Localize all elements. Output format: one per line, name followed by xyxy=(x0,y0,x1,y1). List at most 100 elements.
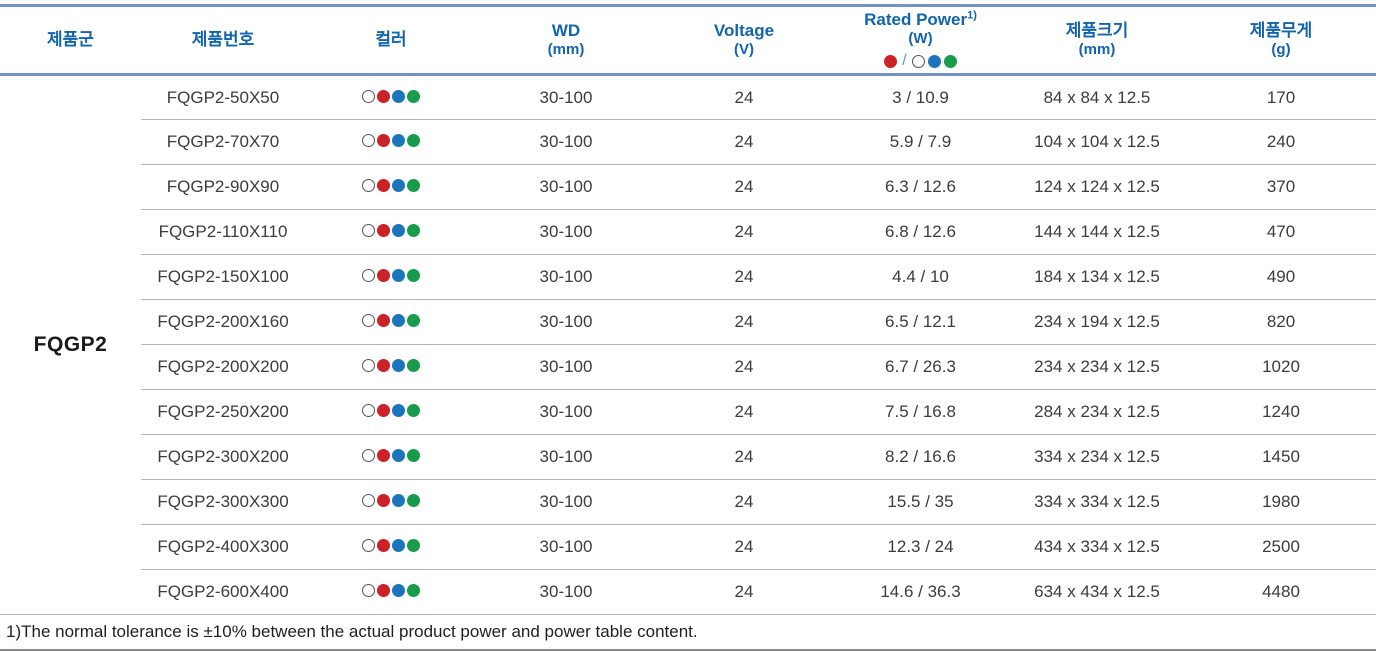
voltage-cell: 24 xyxy=(655,254,833,300)
red-dot-icon xyxy=(377,359,390,372)
legend-separator: / xyxy=(902,52,907,69)
table-body: FQGP2 FQGP2-50X50 30-100 24 3 / 10.9 84 x 84 … xyxy=(0,74,1376,615)
blue-dot-icon xyxy=(392,449,405,462)
size-cell: 144 x 144 x 12.5 xyxy=(1008,209,1186,255)
part-number-cell: FQGP2-400X300 xyxy=(141,524,305,570)
table-row: FQGP2-200X200 30-100 24 6.7 / 26.3 234 x 234… xyxy=(0,344,1376,390)
blue-dot-icon xyxy=(392,269,405,282)
wd-cell: 30-100 xyxy=(477,119,655,165)
color-dots-cell xyxy=(305,389,477,435)
color-dots xyxy=(362,179,420,192)
green-dot-icon xyxy=(943,54,957,68)
wd-cell: 30-100 xyxy=(477,344,655,390)
rated-power-cell: 6.3 / 12.6 xyxy=(833,164,1008,210)
size-unit: (mm) xyxy=(1078,41,1116,59)
part-number-cell: FQGP2-600X400 xyxy=(141,569,305,615)
color-dots-cell xyxy=(305,524,477,570)
green-dot-icon xyxy=(407,359,420,372)
weight-cell: 470 xyxy=(1186,209,1376,255)
color-dots xyxy=(362,224,420,237)
table-row: FQGP2-110X110 30-100 24 6.8 / 12.6 144 x 144… xyxy=(0,209,1376,255)
table-header: 제품군 제품번호 컬러 WD (mm) Voltage (V) Rated Po… xyxy=(0,5,1376,76)
color-dots xyxy=(362,269,420,282)
part-number-cell: FQGP2-300X200 xyxy=(141,434,305,480)
footnote-reference: 1) xyxy=(967,9,977,22)
color-dots xyxy=(362,449,420,462)
weight-cell: 2500 xyxy=(1186,524,1376,570)
part-number-cell: FQGP2-250X200 xyxy=(141,389,305,435)
rated-power-cell: 6.7 / 26.3 xyxy=(833,344,1008,390)
size-cell: 434 x 334 x 12.5 xyxy=(1008,524,1186,570)
column-header-size: 제품크기 (mm) xyxy=(1008,5,1186,76)
column-header-voltage: Voltage (V) xyxy=(655,5,833,76)
voltage-cell: 24 xyxy=(655,524,833,570)
wd-label: WD xyxy=(551,21,581,40)
rated-power-cell: 6.8 / 12.6 xyxy=(833,209,1008,255)
rated-power-cell: 6.5 / 12.1 xyxy=(833,299,1008,345)
blue-dot-icon xyxy=(927,54,941,68)
blue-dot-icon xyxy=(392,179,405,192)
rated-power-cell: 14.6 / 36.3 xyxy=(833,569,1008,615)
rated-power-cell: 15.5 / 35 xyxy=(833,479,1008,525)
header-row: 제품군 제품번호 컬러 WD (mm) Voltage (V) Rated Po… xyxy=(0,5,1376,76)
green-dot-icon xyxy=(407,314,420,327)
table-row: FQGP2-150X100 30-100 24 4.4 / 10 184 x 134 x… xyxy=(0,254,1376,300)
table-row: FQGP2 FQGP2-50X50 30-100 24 3 / 10.9 84 x 84 … xyxy=(0,74,1376,615)
wd-unit: (mm) xyxy=(547,41,585,59)
blue-dot-icon xyxy=(392,314,405,327)
product-spec-table: 제품군 제품번호 컬러 WD (mm) Voltage (V) Rated Po… xyxy=(0,4,1376,615)
voltage-cell: 24 xyxy=(655,119,833,165)
color-dots xyxy=(362,404,420,417)
blue-dot-icon xyxy=(392,359,405,372)
blue-dot-icon xyxy=(392,404,405,417)
color-dots-cell xyxy=(305,434,477,480)
green-dot-icon xyxy=(407,404,420,417)
voltage-cell: 24 xyxy=(655,74,833,120)
white-dot-icon xyxy=(362,89,375,103)
color-dots xyxy=(362,89,420,103)
part-number-cell: FQGP2-300X300 xyxy=(141,479,305,525)
column-header-product-group: 제품군 xyxy=(0,5,141,76)
color-dots xyxy=(362,494,420,507)
white-dot-icon xyxy=(362,404,375,417)
table-row: FQGP2-90X90 30-100 24 6.3 / 12.6 124 x 124 x… xyxy=(0,164,1376,210)
table-row: FQGP2-400X300 30-100 24 12.3 / 24 434 x 334 … xyxy=(0,524,1376,570)
green-dot-icon xyxy=(407,449,420,462)
color-dots xyxy=(362,134,420,147)
green-dot-icon xyxy=(407,179,420,192)
part-number-cell: FQGP2-200X160 xyxy=(141,299,305,345)
blue-dot-icon xyxy=(392,584,405,597)
weight-unit: (g) xyxy=(1271,41,1291,59)
red-dot-icon xyxy=(377,89,390,103)
white-dot-icon xyxy=(362,539,375,552)
wd-cell: 30-100 xyxy=(477,524,655,570)
color-dots-cell xyxy=(305,344,477,390)
white-dot-icon xyxy=(362,314,375,327)
product-group-cell: FQGP2 xyxy=(0,74,141,615)
rated-power-cell: 3 / 10.9 xyxy=(833,74,1008,120)
table-row: FQGP2-250X200 30-100 24 7.5 / 16.8 284 x 234… xyxy=(0,389,1376,435)
red-dot-icon xyxy=(377,179,390,192)
voltage-cell: 24 xyxy=(655,569,833,615)
weight-cell: 4480 xyxy=(1186,569,1376,615)
white-dot-icon xyxy=(362,179,375,192)
part-number-cell: FQGP2-110X110 xyxy=(141,209,305,255)
color-dots xyxy=(362,584,420,597)
green-dot-icon xyxy=(407,224,420,237)
red-dot-icon xyxy=(884,54,898,68)
blue-dot-icon xyxy=(392,224,405,237)
weight-cell: 820 xyxy=(1186,299,1376,345)
wd-cell: 30-100 xyxy=(477,389,655,435)
white-dot-icon xyxy=(362,584,375,597)
part-number-cell: FQGP2-70X70 xyxy=(141,119,305,165)
part-number-cell: FQGP2-150X100 xyxy=(141,254,305,300)
weight-cell: 1240 xyxy=(1186,389,1376,435)
size-cell: 634 x 434 x 12.5 xyxy=(1008,569,1186,615)
white-dot-icon xyxy=(911,54,925,68)
weight-cell: 170 xyxy=(1186,74,1376,120)
blue-dot-icon xyxy=(392,539,405,552)
color-dots-cell xyxy=(305,479,477,525)
voltage-label: Voltage xyxy=(713,21,775,40)
wd-cell: 30-100 xyxy=(477,74,655,120)
rated-power-cell: 8.2 / 16.6 xyxy=(833,434,1008,480)
